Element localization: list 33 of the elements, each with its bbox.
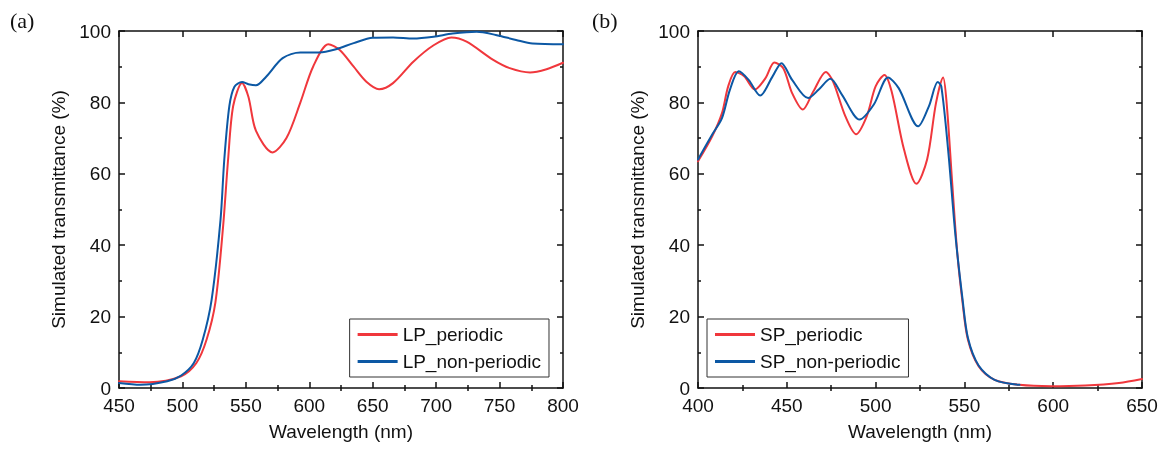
- y-tick-label: 60: [668, 163, 690, 185]
- x-tick-label: 650: [1126, 395, 1158, 416]
- x-tick-label: 550: [230, 395, 262, 416]
- legend-label: LP_non-periodic: [402, 351, 541, 373]
- legend-label: SP_periodic: [760, 324, 863, 346]
- y-axis-title: Simulated transmittance (%): [48, 90, 70, 329]
- y-tick-label: 80: [668, 91, 690, 113]
- x-tick-label: 700: [420, 395, 452, 416]
- x-tick-label: 500: [166, 395, 199, 416]
- y-axis-title: Simulated transmittance (%): [627, 90, 649, 329]
- y-tick-label: 60: [89, 163, 111, 185]
- x-axis-title: Wavelength (nm): [848, 421, 992, 442]
- x-tick-label: 600: [1037, 395, 1070, 416]
- x-tick-label: 800: [547, 395, 579, 416]
- x-tick-label: 650: [356, 395, 389, 416]
- x-axis-title: Wavelength (nm): [269, 421, 413, 442]
- y-tick-label: 100: [79, 20, 111, 42]
- line-series: [697, 62, 1021, 386]
- legend-label: SP_non-periodic: [760, 351, 901, 373]
- x-tick-label: 600: [293, 395, 326, 416]
- y-tick-label: 40: [89, 234, 111, 256]
- x-tick-label: 550: [948, 395, 981, 416]
- legend-label: LP_periodic: [402, 324, 503, 346]
- y-tick-label: 20: [89, 306, 111, 328]
- y-tick-label: 40: [668, 234, 690, 256]
- y-tick-label: 20: [668, 306, 690, 328]
- x-tick-label: 450: [770, 395, 803, 416]
- x-tick-label: 750: [483, 395, 516, 416]
- text: (a): [10, 8, 35, 34]
- y-tick-label: 80: [89, 91, 111, 113]
- x-tick-label: 500: [859, 395, 892, 416]
- y-tick-label: 100: [658, 20, 690, 42]
- text: (b): [592, 8, 618, 34]
